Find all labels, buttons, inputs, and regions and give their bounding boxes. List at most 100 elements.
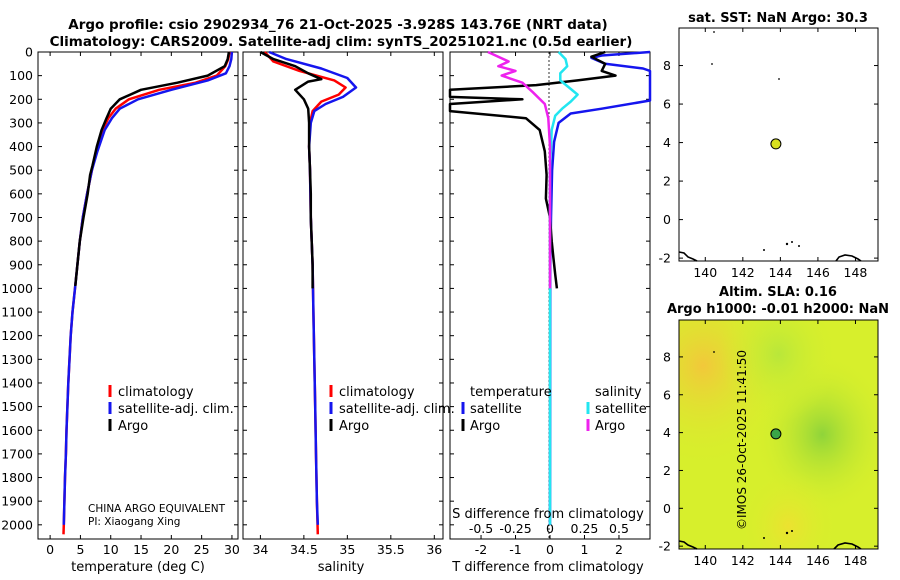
y-tick-label: 1100: [1, 305, 33, 320]
t-difference-x-axis: -2 -1 0 1 2: [475, 52, 623, 557]
x-tick-label: -2: [475, 542, 487, 557]
salinity-panel: 34 34.5 35 35.5 36 salinity climatology sate…: [242, 50, 455, 575]
temperature-legend: climatology satellite-adj. clim. Argo: [108, 385, 234, 434]
map-x-tick-label: 140: [693, 553, 717, 568]
depth-axis: 0 100 200 300 400 500 600 700 800 900 1000 1100 1200…: [1, 45, 238, 532]
salinity-legend: climatology satellite-adj. clim. Argo: [329, 385, 455, 434]
y-tick-label: 2000: [1, 517, 33, 532]
y-tick-label: 0: [25, 45, 33, 60]
x-tick-label: 1: [581, 542, 589, 557]
x-tick-label: -1: [509, 542, 521, 557]
map-y-tick-label: 6: [663, 387, 671, 402]
map-x-tick-label: 146: [806, 553, 830, 568]
x-tick-label: 35.5: [377, 542, 405, 557]
island-dot: [778, 78, 780, 80]
series-line-argo: [259, 50, 323, 289]
legend-label-climatology: climatology: [339, 385, 415, 400]
series-line-climatology: [263, 51, 347, 535]
x-tick-label: 34.5: [290, 542, 318, 557]
y-tick-label: 1000: [1, 281, 33, 296]
map-y-tick-label: 2: [663, 463, 671, 478]
salinity-axes-frame: [242, 51, 444, 540]
y-tick-label: 600: [9, 186, 33, 201]
y-tick-label: 1200: [1, 328, 33, 343]
legend-label-s-satellite: satellite: [595, 402, 647, 417]
map-y-tick-label: 6: [663, 97, 671, 112]
sla-map-axes: 140 142 144 146 148 -2 0 2 4 6 8: [659, 320, 878, 568]
y-tick-label: 700: [9, 210, 33, 225]
temperature-panel: 0100200300400500600700800900100011001200…: [1, 45, 240, 576]
salinity-x-axis: 34 34.5 35 35.5 36: [252, 52, 442, 557]
y-tick-label: 1300: [1, 352, 33, 367]
salinity-lines: [259, 50, 358, 535]
coastline-sla-west: [678, 540, 698, 550]
x-tick-label: 0: [46, 542, 54, 557]
x-tick-label: 25: [194, 542, 210, 557]
coastline-sst-east: [835, 254, 862, 262]
y-tick-label: 900: [9, 257, 33, 272]
argo-float-marker-sla: [770, 428, 782, 440]
map-x-tick-label: 148: [844, 553, 868, 568]
x-tick-label: 35: [339, 542, 355, 557]
imos-timestamp: ©IMOS 26-Oct-2025 11:41:50: [735, 350, 749, 530]
y-tick-label: 1500: [1, 399, 33, 414]
map-x-tick-label: 148: [844, 265, 868, 280]
x-tick-label: 20: [163, 542, 179, 557]
map-x-tick-label: 140: [693, 265, 717, 280]
series-line-climatology: [62, 51, 231, 535]
sla-map-title-line2: Argo h1000: -0.01 h2000: NaN: [667, 302, 889, 317]
series-line-s-satellite: [548, 51, 579, 525]
x-tick-label: 34: [252, 542, 268, 557]
series-line-s-argo: [487, 50, 552, 289]
x-tick-label: 10: [103, 542, 119, 557]
sla-map-frame: [678, 319, 879, 550]
t-difference-xlabel: T difference from climatology: [451, 560, 644, 575]
legend-label-t-argo: Argo: [470, 419, 500, 434]
sla-map-title-line1: Altim. SLA: 0.16: [719, 285, 837, 300]
s-tick-label: -0.5: [469, 521, 493, 536]
salinity-y-ticks: [243, 51, 443, 526]
map-y-tick-label: -2: [659, 251, 671, 266]
x-tick-label: 5: [76, 542, 84, 557]
salinity-xlabel: salinity: [318, 560, 365, 575]
island-dot: [713, 351, 715, 353]
map-x-tick-label: 144: [768, 553, 792, 568]
x-tick-label: 0: [546, 542, 554, 557]
map-x-tick-label: 144: [768, 265, 792, 280]
y-tick-label: 1600: [1, 423, 33, 438]
series-line-t-argo: [448, 50, 617, 289]
map-x-tick-label: 142: [731, 553, 755, 568]
island-dot: [713, 31, 715, 33]
temperature-lines: [62, 51, 234, 535]
temperature-x-axis: 0 5 10 15 20 25 30: [46, 52, 240, 557]
temperature-axes-frame: [37, 51, 239, 540]
x-tick-label: 2: [615, 542, 623, 557]
legend-label-argo: Argo: [339, 419, 369, 434]
map-y-tick-label: 2: [663, 174, 671, 189]
y-tick-label: 100: [9, 68, 33, 83]
difference-y-ticks: [450, 51, 650, 526]
s-tick-label: 0: [546, 521, 554, 536]
legend-label-satellite: satellite-adj. clim.: [118, 402, 234, 417]
legend-label-s-argo: Argo: [595, 419, 625, 434]
legend-label-t-satellite: satellite: [470, 402, 522, 417]
difference-lines: [448, 50, 652, 525]
sst-map-title: sat. SST: NaN Argo: 30.3: [688, 11, 868, 26]
legend-title-temperature: temperature: [470, 385, 552, 400]
legend-label-climatology: climatology: [118, 385, 194, 400]
map-y-tick-label: 0: [663, 501, 671, 516]
sst-map-axes: 140 142 144 146 148 -2 0 2 4 6 8: [659, 28, 878, 280]
y-tick-label: 1800: [1, 470, 33, 485]
map-y-tick-label: 4: [663, 425, 671, 440]
s-difference-x-axis: -0.5 -0.25 0 0.25 0.5: [469, 521, 629, 536]
y-tick-label: 300: [9, 115, 33, 130]
island-dot: [763, 537, 765, 539]
map-y-tick-label: 4: [663, 135, 671, 150]
coastline-sst-west: [678, 251, 698, 262]
difference-panel: -2 -1 0 1 2 -0.5 -0.25 0 0.25 0.5 S difference f…: [448, 50, 652, 575]
y-tick-label: 1400: [1, 375, 33, 390]
y-tick-label: 500: [9, 163, 33, 178]
s-difference-label: S difference from climatology: [452, 507, 644, 522]
figure-title-line1: Argo profile: csio 2902934_76 21-Oct-202…: [68, 17, 607, 33]
map-y-tick-label: 8: [663, 349, 671, 364]
